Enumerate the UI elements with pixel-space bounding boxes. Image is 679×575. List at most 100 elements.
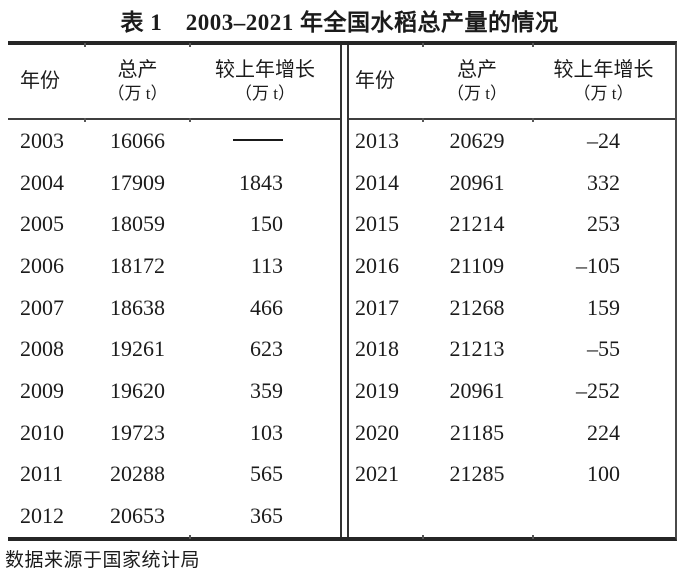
table-row: 2017 21268 159 xyxy=(349,287,675,329)
table-row: 2018 21213 –55 xyxy=(349,328,675,370)
growth-cell: 224 xyxy=(587,419,620,445)
total-cell: 20629 xyxy=(449,127,505,153)
year-cell: 2018 xyxy=(355,336,399,362)
total-cell: 19261 xyxy=(110,336,165,362)
col-header-growth: 较上年增长 （万 t） xyxy=(532,58,675,104)
total-cell: 20288 xyxy=(110,461,165,487)
rice-production-table: 年份 总产 （万 t） 较上年增长 （万 t） 2003 16066 2004 179… xyxy=(8,41,677,541)
rule-tick xyxy=(189,118,191,122)
rule-tick xyxy=(532,43,534,47)
total-cell: 18059 xyxy=(110,211,165,237)
table-row: 2005 18059 150 xyxy=(8,203,340,245)
rule-tick xyxy=(189,535,191,539)
total-cell: 19620 xyxy=(110,377,165,403)
rule-tick xyxy=(532,118,534,122)
year-cell: 2015 xyxy=(355,211,399,237)
growth-cell: –105 xyxy=(576,252,620,278)
rule-tick xyxy=(84,43,86,47)
table-row: 2016 21109 –105 xyxy=(349,245,675,287)
table-row: 2009 19620 359 xyxy=(8,370,340,412)
total-cell: 21109 xyxy=(449,252,505,278)
growth-cell: 1843 xyxy=(239,169,283,195)
col-header-year: 年份 xyxy=(20,70,60,92)
total-cell: 20961 xyxy=(449,169,505,195)
total-cell: 21214 xyxy=(449,211,505,237)
year-cell: 2005 xyxy=(20,211,64,237)
table-left-half: 年份 总产 （万 t） 较上年增长 （万 t） 2003 16066 2004 179… xyxy=(8,45,340,537)
table-row: 2013 20629 –24 xyxy=(349,120,675,162)
rule-tick xyxy=(532,535,534,539)
growth-cell: –24 xyxy=(587,127,620,153)
growth-cell: 359 xyxy=(250,377,283,403)
table-right-half: 年份 总产 （万 t） 较上年增长 （万 t） 2013 20629 –24 2014… xyxy=(349,45,675,537)
total-cell: 18172 xyxy=(110,252,165,278)
col-header-total-label: 总产 xyxy=(117,59,158,82)
growth-cell: 623 xyxy=(250,336,283,362)
rule-tick xyxy=(189,43,191,47)
table-row: 2019 20961 –252 xyxy=(349,370,675,412)
total-cell: 16066 xyxy=(110,127,165,153)
total-cell: 20653 xyxy=(110,503,165,529)
year-cell: 2016 xyxy=(355,252,399,278)
rule-tick xyxy=(422,43,424,47)
year-cell: 2013 xyxy=(355,127,399,153)
total-cell: 21213 xyxy=(449,336,505,362)
rule-tick xyxy=(422,118,424,122)
year-cell: 2008 xyxy=(20,336,64,362)
total-cell: 21185 xyxy=(449,419,505,445)
table-row xyxy=(349,495,675,537)
table-row: 2011 20288 565 xyxy=(8,454,340,496)
col-header-growth-label: 较上年增长 xyxy=(553,59,654,82)
growth-cell: 466 xyxy=(250,294,283,320)
year-cell: 2019 xyxy=(355,377,399,403)
col-header-total-label: 总产 xyxy=(457,59,497,82)
growth-cell: 253 xyxy=(587,211,620,237)
table-row: 2007 18638 466 xyxy=(8,287,340,329)
year-cell: 2009 xyxy=(20,377,64,403)
table-row: 2004 17909 1843 xyxy=(8,162,340,204)
table-row: 2006 18172 113 xyxy=(8,245,340,287)
year-cell: 2007 xyxy=(20,294,64,320)
total-cell: 18638 xyxy=(110,294,165,320)
growth-cell: 103 xyxy=(250,419,283,445)
col-header-year: 年份 xyxy=(355,70,395,92)
rule-tick xyxy=(84,118,86,122)
growth-cell: –252 xyxy=(576,377,620,403)
total-cell: 19723 xyxy=(110,419,165,445)
table-body-left: 2003 16066 2004 17909 1843 2005 18059 150 2006 18… xyxy=(8,120,340,537)
growth-cell: 332 xyxy=(587,169,620,195)
total-cell: 17909 xyxy=(110,169,165,195)
growth-cell: 150 xyxy=(250,211,283,237)
year-cell: 2011 xyxy=(20,461,64,487)
growth-cell: –55 xyxy=(587,336,620,362)
col-header-growth: 较上年增长 （万 t） xyxy=(190,58,340,104)
col-header-growth-unit: （万 t） xyxy=(573,84,634,104)
no-data-dash xyxy=(233,139,283,142)
table-row: 2015 21214 253 xyxy=(349,203,675,245)
year-cell: 2004 xyxy=(20,169,64,195)
table-row: 2020 21185 224 xyxy=(349,412,675,454)
growth-cell xyxy=(190,128,340,154)
year-cell: 2020 xyxy=(355,419,399,445)
year-cell: 2006 xyxy=(20,252,64,278)
table-row: 2012 20653 365 xyxy=(8,495,340,537)
total-cell: 21268 xyxy=(449,294,505,320)
growth-cell: 100 xyxy=(587,461,620,487)
table-row: 2014 20961 332 xyxy=(349,162,675,204)
total-cell: 21285 xyxy=(449,461,505,487)
table-row: 2003 16066 xyxy=(8,120,340,162)
year-cell: 2010 xyxy=(20,419,64,445)
table-title: 表 1 2003–2021 年全国水稻总产量的情况 xyxy=(120,10,559,35)
growth-cell: 565 xyxy=(250,461,283,487)
growth-cell: 159 xyxy=(587,294,620,320)
total-cell: 20961 xyxy=(449,377,505,403)
rule-tick xyxy=(422,535,424,539)
table-body-right: 2013 20629 –24 2014 20961 332 2015 21214 253 2016… xyxy=(349,120,675,537)
table-header-row-right: 年份 总产 （万 t） 较上年增长 （万 t） xyxy=(349,45,675,120)
double-line-divider xyxy=(340,45,349,537)
year-cell: 2021 xyxy=(355,461,399,487)
growth-cell: 365 xyxy=(250,503,283,529)
year-cell: 2017 xyxy=(355,294,399,320)
col-header-total: 总产 （万 t） xyxy=(85,58,190,104)
